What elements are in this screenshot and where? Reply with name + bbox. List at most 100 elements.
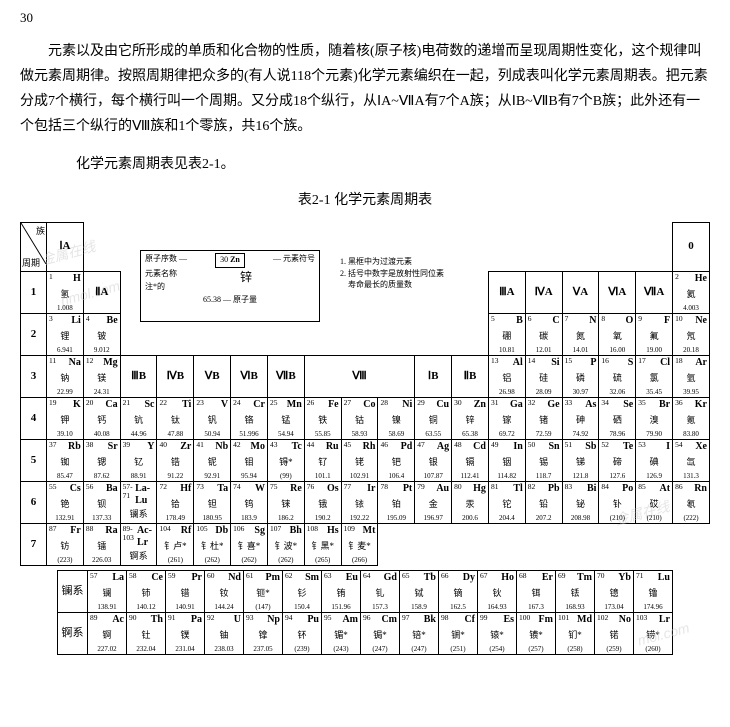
el-Sg: 106Sg钅喜*(262) (231, 524, 268, 566)
period-2-row: 2 3Li锂6.941 4Be铍9.012 5B硼10.81 6C碳12.01 … (21, 314, 710, 356)
period-6-row: 655Cs铯132.9156Ba钡137.3357-71La-Lu镧系72Hf铪… (21, 482, 710, 524)
el-Ru: 44Ru钌101.1 (304, 440, 341, 482)
el-Mo: 42Mo钼95.94 (231, 440, 268, 482)
el-Ga: 31Ga镓69.72 (488, 398, 525, 440)
act-label: 锕系 (58, 613, 88, 655)
el-Ge: 32Ge锗72.59 (525, 398, 562, 440)
el-Bi: 83Bi铋208.98 (562, 482, 599, 524)
period-3-row: 3 11Na钠22.99 12Mg镁24.31 ⅢB ⅣB ⅤB ⅥB ⅦB Ⅷ… (21, 356, 710, 398)
el-Hs: 108Hs钅黑*(265) (304, 524, 341, 566)
el-Co: 27Co钴58.93 (341, 398, 378, 440)
el-Ba: 56Ba钡137.33 (83, 482, 120, 524)
el-Th: 90Th钍232.04 (127, 613, 166, 655)
el-Rb: 37Rb铷85.47 (47, 440, 84, 482)
el-Mt: 109Mt钅麦*(266) (341, 524, 378, 566)
period-7-row: 787Fr钫(223)88Ra镭226.0389-103Ac-Lr锕系104Rf… (21, 524, 710, 566)
el-Ra: 88Ra镭226.03 (83, 524, 120, 566)
el-Fe: 26Fe铁55.85 (304, 398, 341, 440)
el-Pd: 46Pd钯106.4 (378, 440, 415, 482)
el-Fm: 100Fm镄*(257) (517, 613, 556, 655)
el-Re: 75Re铼186.2 (267, 482, 304, 524)
periodic-table-wrap: nmol.com 金属在线 金属在线 mol.com 原子序数 — 30 Zn … (20, 222, 710, 655)
el-Cr: 24Cr铬51.996 (231, 398, 268, 440)
el-Yb: 70Yb镱173.04 (595, 571, 634, 613)
el-AcLr: 89-103Ac-Lr锕系 (120, 524, 157, 566)
el-Rf: 104Rf钅卢*(261) (157, 524, 194, 566)
el-LaLu: 57-71La-Lu镧系 (120, 482, 157, 524)
el-Cs: 55Cs铯132.91 (47, 482, 84, 524)
el-Te: 52Te碲127.6 (599, 440, 636, 482)
el-Rh: 45Rh铑102.91 (341, 440, 378, 482)
group-VA: ⅤA (562, 272, 599, 314)
periodic-table: 族 周期 ⅠA 0 1 1H氢1.008 ⅡA ⅢA ⅣA ⅤA ⅥA ⅦA 2… (20, 222, 710, 566)
el-At: 85At砹(210) (636, 482, 673, 524)
corner-cell: 族 周期 (21, 223, 47, 272)
el-Pr: 59Pr镨140.91 (166, 571, 205, 613)
el-Y: 39Y钇88.91 (120, 440, 157, 482)
el-Ir: 77Ir铱192.22 (341, 482, 378, 524)
period-1: 1 (21, 272, 47, 314)
el-Zn: 30Zn锌65.38 (452, 398, 489, 440)
el-V: 23V钒50.94 (194, 398, 231, 440)
el-Tb: 65Tb铽158.9 (400, 571, 439, 613)
table-caption: 表2-1 化学元素周期表 (20, 190, 710, 212)
el-Hf: 72Hf铪178.49 (157, 482, 194, 524)
el-As: 33As砷74.92 (562, 398, 599, 440)
el-Sb: 51Sb锑121.8 (562, 440, 599, 482)
el-Os: 76Os锇190.2 (304, 482, 341, 524)
group-zero: 0 (673, 223, 710, 272)
el-Xe: 54Xe氙131.3 (673, 440, 710, 482)
el-Sn: 50Sn锡118.7 (525, 440, 562, 482)
el-Cm: 96Cm锔*(247) (361, 613, 400, 655)
el-No: 102No锘(259) (595, 613, 634, 655)
el-Pa: 91Pa镤231.04 (166, 613, 205, 655)
el-Sr: 38Sr锶87.62 (83, 440, 120, 482)
el-W: 74W钨183.9 (231, 482, 268, 524)
group-IIIA: ⅢA (488, 272, 525, 314)
el-Nb: 41Nb铌92.91 (194, 440, 231, 482)
el-Po: 84Po钋(210) (599, 482, 636, 524)
el-Hg: 80Hg汞200.6 (452, 482, 489, 524)
el-Pu: 94Pu钚(239) (283, 613, 322, 655)
el-Br: 35Br溴79.90 (636, 398, 673, 440)
el-Rn: 86Rn氡(222) (673, 482, 710, 524)
el-Ag: 47Ag银107.87 (415, 440, 452, 482)
el-Pt: 78Pt铂195.09 (378, 482, 415, 524)
el-Cd: 48Cd镉112.41 (452, 440, 489, 482)
el-He: 2He氦4.003 (673, 272, 710, 314)
lan-label: 镧系 (58, 571, 88, 613)
group-VIIA: ⅦA (636, 272, 673, 314)
el-Er: 68Er铒167.3 (517, 571, 556, 613)
period-4-row: 419K钾39.1020Ca钙40.0821Sc钪44.9622Ti钛47.88… (21, 398, 710, 440)
el-Pm: 61Pm钷*(147) (244, 571, 283, 613)
el-Dy: 66Dy镝162.5 (439, 571, 478, 613)
el-Cf: 98Cf锎*(251) (439, 613, 478, 655)
el-Tc: 43Tc锝*(99) (267, 440, 304, 482)
el-Ca: 20Ca钙40.08 (83, 398, 120, 440)
el-Au: 79Au金196.97 (415, 482, 452, 524)
el-In: 49In铟114.82 (488, 440, 525, 482)
group-IA: ⅠA (47, 223, 84, 272)
el-Lr: 103Lr铹*(260) (634, 613, 673, 655)
el-K: 19K钾39.10 (47, 398, 84, 440)
el-Eu: 63Eu铕151.96 (322, 571, 361, 613)
el-Ni: 28Ni镍58.69 (378, 398, 415, 440)
paragraph-ref: 化学元素周期表见表2-1。 (20, 154, 710, 176)
el-Fr: 87Fr钫(223) (47, 524, 84, 566)
el-U: 92U铀238.03 (205, 613, 244, 655)
el-Pb: 82Pb铅207.2 (525, 482, 562, 524)
page-number: 30 (20, 8, 710, 29)
paragraph-intro: 元素以及由它所形成的单质和化合物的性质，随着核(原子核)电荷数的递增而呈现周期性… (20, 39, 710, 140)
el-Mn: 25Mn锰54.94 (267, 398, 304, 440)
el-Sm: 62Sm钐150.4 (283, 571, 322, 613)
el-Tm: 69Tm铥168.93 (556, 571, 595, 613)
el-Bh: 107Bh钅波*(262) (267, 524, 304, 566)
el-Ti: 22Ti钛47.88 (157, 398, 194, 440)
el-Np: 93Np镎237.05 (244, 613, 283, 655)
el-Gd: 64Gd钆157.3 (361, 571, 400, 613)
group-IIA: ⅡA (83, 272, 120, 314)
group-IVA: ⅣA (525, 272, 562, 314)
series-table: 镧系57La镧138.9158Ce铈140.1259Pr镨140.9160Nd钕… (57, 570, 673, 655)
el-Kr: 36Kr氪83.80 (673, 398, 710, 440)
el-Sc: 21Sc钪44.96 (120, 398, 157, 440)
